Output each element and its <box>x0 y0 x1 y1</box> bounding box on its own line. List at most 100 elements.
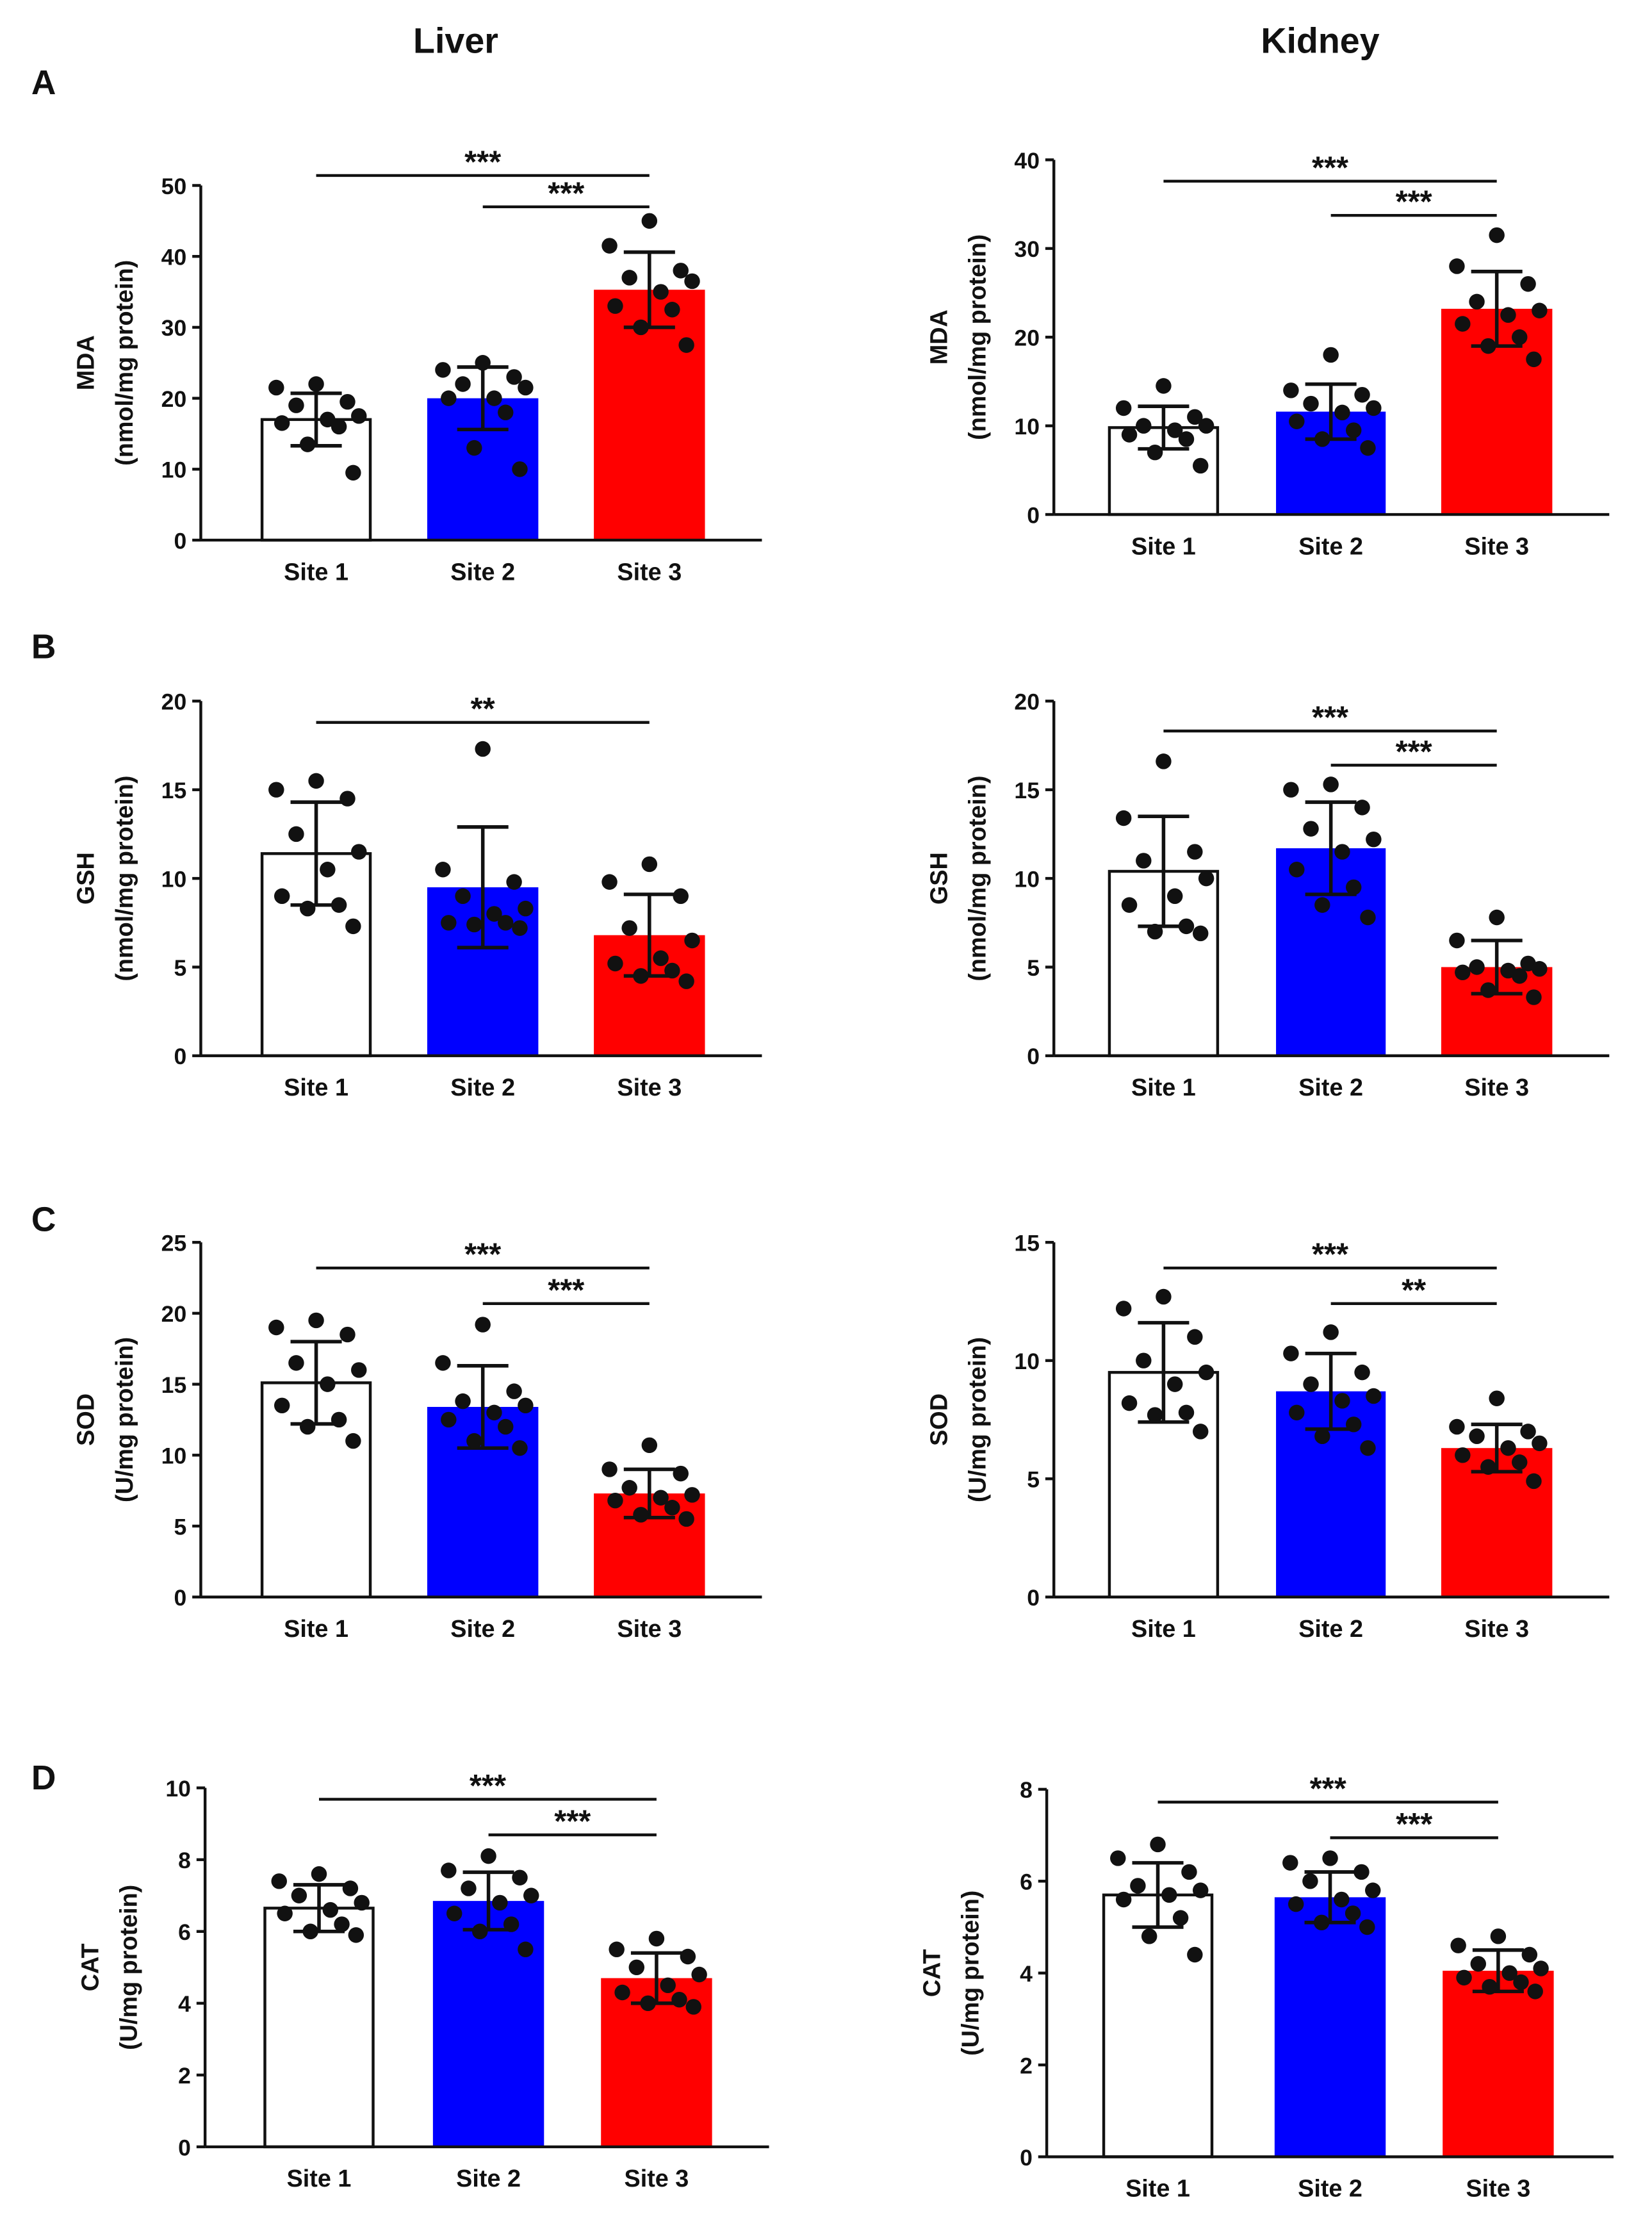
data-point <box>512 920 528 936</box>
significance-label: *** <box>1396 185 1432 220</box>
data-point <box>1366 831 1382 848</box>
data-point <box>311 1866 327 1882</box>
data-point <box>486 1404 502 1421</box>
x-tick-label: Site 2 <box>450 1616 515 1643</box>
data-point <box>1121 1395 1138 1411</box>
data-point <box>486 906 502 922</box>
data-point <box>1359 1919 1375 1935</box>
data-point <box>1450 1937 1466 1953</box>
data-point <box>1455 964 1471 981</box>
y-tick-label: 5 <box>174 1514 186 1540</box>
y-axis-unit: (nmol/mg protein) <box>965 776 992 981</box>
data-point <box>1365 1882 1381 1898</box>
data-point <box>621 270 637 286</box>
significance-label: *** <box>1312 701 1348 735</box>
x-tick-label: Site 2 <box>1298 1616 1363 1643</box>
data-point <box>475 355 491 371</box>
data-point <box>1512 329 1528 345</box>
bar-3 <box>1443 1971 1554 2157</box>
data-point <box>506 1383 522 1399</box>
data-point <box>1282 1855 1298 1871</box>
y-tick-label: 10 <box>161 1443 187 1469</box>
data-point <box>351 408 367 424</box>
data-point <box>1500 307 1516 323</box>
data-point <box>1303 821 1319 837</box>
x-tick-label: Site 1 <box>1131 533 1196 560</box>
data-point <box>339 791 356 807</box>
data-point <box>1150 1836 1166 1853</box>
significance-label: *** <box>1396 735 1432 769</box>
data-point <box>492 1894 508 1911</box>
data-point <box>678 973 694 989</box>
data-point <box>331 418 347 435</box>
y-tick-label: 8 <box>1020 1777 1033 1803</box>
data-point <box>512 461 528 477</box>
data-point <box>1115 810 1132 826</box>
data-point <box>302 1923 318 1939</box>
data-point <box>1283 382 1299 398</box>
data-point <box>1489 909 1505 926</box>
y-tick-label: 50 <box>161 174 187 199</box>
data-point <box>308 376 324 392</box>
data-point <box>1178 1404 1195 1421</box>
y-tick-label: 0 <box>174 528 186 554</box>
y-tick-label: 15 <box>1014 778 1040 803</box>
data-point <box>351 1362 367 1378</box>
data-point <box>466 916 482 933</box>
y-tick-label: 10 <box>161 457 187 483</box>
x-tick-label: Site 2 <box>456 2165 521 2192</box>
data-point <box>299 436 316 452</box>
data-point <box>1526 989 1542 1005</box>
data-point <box>1353 1864 1370 1880</box>
data-point <box>1156 753 1172 769</box>
data-point <box>1115 1301 1132 1317</box>
data-point <box>1289 1404 1305 1421</box>
x-tick-label: Site 1 <box>287 2165 352 2192</box>
data-point <box>1500 1440 1516 1456</box>
data-point <box>435 362 451 378</box>
data-point <box>601 1461 617 1477</box>
y-axis-unit: (U/mg protein) <box>111 1337 138 1502</box>
data-point <box>1354 1364 1370 1381</box>
y-axis-title: GSH <box>73 852 100 905</box>
data-point <box>1110 1850 1126 1866</box>
y-tick-label: 15 <box>161 778 187 803</box>
data-point <box>274 1397 290 1414</box>
x-tick-label: Site 1 <box>284 559 348 586</box>
data-point <box>348 1927 364 1943</box>
row-label-d: D <box>31 1759 56 1797</box>
data-point <box>684 932 700 949</box>
data-point <box>1288 1896 1304 1912</box>
y-tick-label: 20 <box>1014 325 1040 351</box>
x-tick-label: Site 3 <box>1464 533 1529 560</box>
data-point <box>1520 1424 1536 1440</box>
y-tick-label: 0 <box>1020 2145 1033 2171</box>
data-point <box>320 1376 336 1392</box>
data-point <box>1172 1910 1189 1926</box>
data-point <box>1192 925 1209 942</box>
data-point <box>1489 227 1505 243</box>
data-point <box>351 844 367 860</box>
data-point <box>664 962 680 979</box>
data-point <box>641 856 658 873</box>
bar-3 <box>594 290 705 541</box>
y-tick-label: 0 <box>174 1585 186 1611</box>
data-point <box>1334 1891 1350 1908</box>
data-point <box>274 888 290 905</box>
data-point <box>455 1393 471 1409</box>
data-point <box>277 1905 293 1921</box>
data-point <box>1455 316 1471 332</box>
data-point <box>1181 1864 1197 1880</box>
data-point <box>1526 1473 1542 1490</box>
data-point <box>1345 879 1362 896</box>
data-point <box>1469 959 1485 975</box>
data-point <box>1147 444 1163 461</box>
data-point <box>345 918 361 935</box>
data-point <box>1480 982 1496 998</box>
data-point <box>455 376 471 392</box>
data-point <box>268 379 284 396</box>
y-tick-label: 15 <box>1014 1230 1040 1256</box>
data-point <box>291 1887 307 1903</box>
bar-2 <box>432 1901 544 2147</box>
significance-label: *** <box>464 1238 501 1272</box>
